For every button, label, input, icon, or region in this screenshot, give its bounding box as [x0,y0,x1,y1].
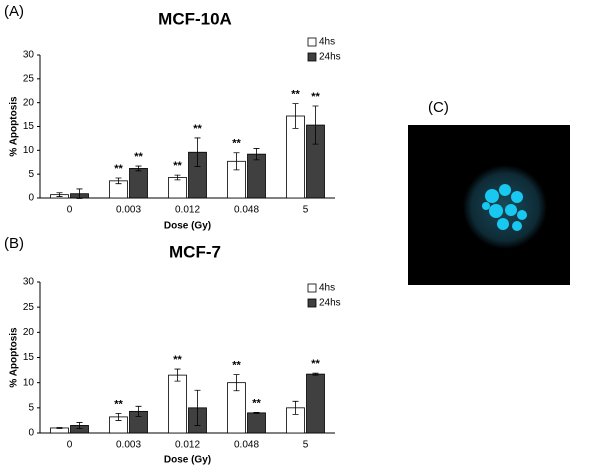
y-tick-label: 30 [23,277,35,288]
y-axis-label: % Apoptosis [9,327,20,388]
error-bar [292,400,299,415]
x-tick-label: 0.003 [116,440,141,451]
significance-label: ** [114,163,123,175]
significance-label: ** [134,151,143,163]
y-tick-label: 10 [23,145,35,156]
legend-label: 24hs [319,52,341,63]
x-tick-label: 0.048 [234,440,259,451]
significance-label: ** [311,358,320,370]
y-tick-label: 0 [28,193,34,204]
error-bar [253,148,260,161]
bar [247,412,266,434]
error-bar [174,368,181,382]
y-axis-label: % Apoptosis [9,96,20,157]
error-bar [56,192,63,197]
bar [306,373,325,434]
error-bar [76,422,83,429]
legend-label: 4hs [319,37,335,48]
x-tick-label: 0.012 [175,440,200,451]
x-tick-label: 0 [67,440,73,451]
y-tick-label: 10 [23,377,35,388]
x-tick-label: 0.048 [234,205,259,216]
bar [247,153,266,199]
y-tick-label: 5 [28,169,34,180]
x-tick-label: 0 [67,205,73,216]
bar [168,374,187,434]
error-bar [233,374,240,392]
chart-title: MCF-7 [169,242,221,261]
legend-swatch [307,52,317,62]
x-tick-label: 0.003 [116,205,141,216]
significance-label: ** [232,360,241,372]
error-bar [233,152,240,171]
y-tick-label: 15 [23,121,35,132]
y-tick-label: 20 [23,327,35,338]
panel-label: (A) [4,3,24,20]
y-tick-label: 5 [28,402,34,413]
bar [168,177,187,199]
x-axis-label: Dose (Gy) [164,221,211,232]
significance-label: ** [114,398,123,410]
x-axis-label: Dose (Gy) [164,455,211,466]
error-bar [292,103,299,129]
error-bar [115,412,122,421]
legend-label: 4hs [319,283,335,294]
error-bar [135,165,142,172]
y-tick-label: 25 [23,73,35,84]
significance-label: ** [311,91,320,103]
error-bar [194,389,201,426]
bar [129,168,148,199]
significance-label: ** [173,160,182,172]
nucleus-fragments [482,184,527,231]
y-tick-label: 20 [23,97,35,108]
y-tick-label: 30 [23,50,35,61]
error-bar [312,105,319,145]
y-tick-label: 0 [28,428,34,439]
chart-title: MCF-10A [158,9,232,28]
cell [463,165,547,249]
y-tick-label: 25 [23,302,35,313]
significance-label: ** [252,397,261,409]
x-tick-label: 5 [303,440,309,451]
significance-label: ** [173,354,182,366]
x-tick-label: 5 [303,205,309,216]
legend-label: 24hs [319,298,341,309]
error-bar [174,174,181,181]
legend-swatch [307,37,317,47]
x-tick-label: 0.012 [175,205,200,216]
significance-label: ** [291,89,300,101]
error-bar [312,372,319,376]
panel-label: (C) [428,99,449,116]
error-bar [253,411,260,414]
error-bar [135,405,142,417]
legend-swatch [307,283,317,293]
panel-label: (B) [4,235,24,252]
error-bar [115,177,122,185]
significance-label: ** [193,123,202,135]
significance-label: ** [232,138,241,150]
y-tick-label: 15 [23,352,35,363]
error-bar [56,427,63,429]
error-bar [194,137,201,167]
legend-swatch [307,298,317,308]
error-bar [76,188,83,199]
